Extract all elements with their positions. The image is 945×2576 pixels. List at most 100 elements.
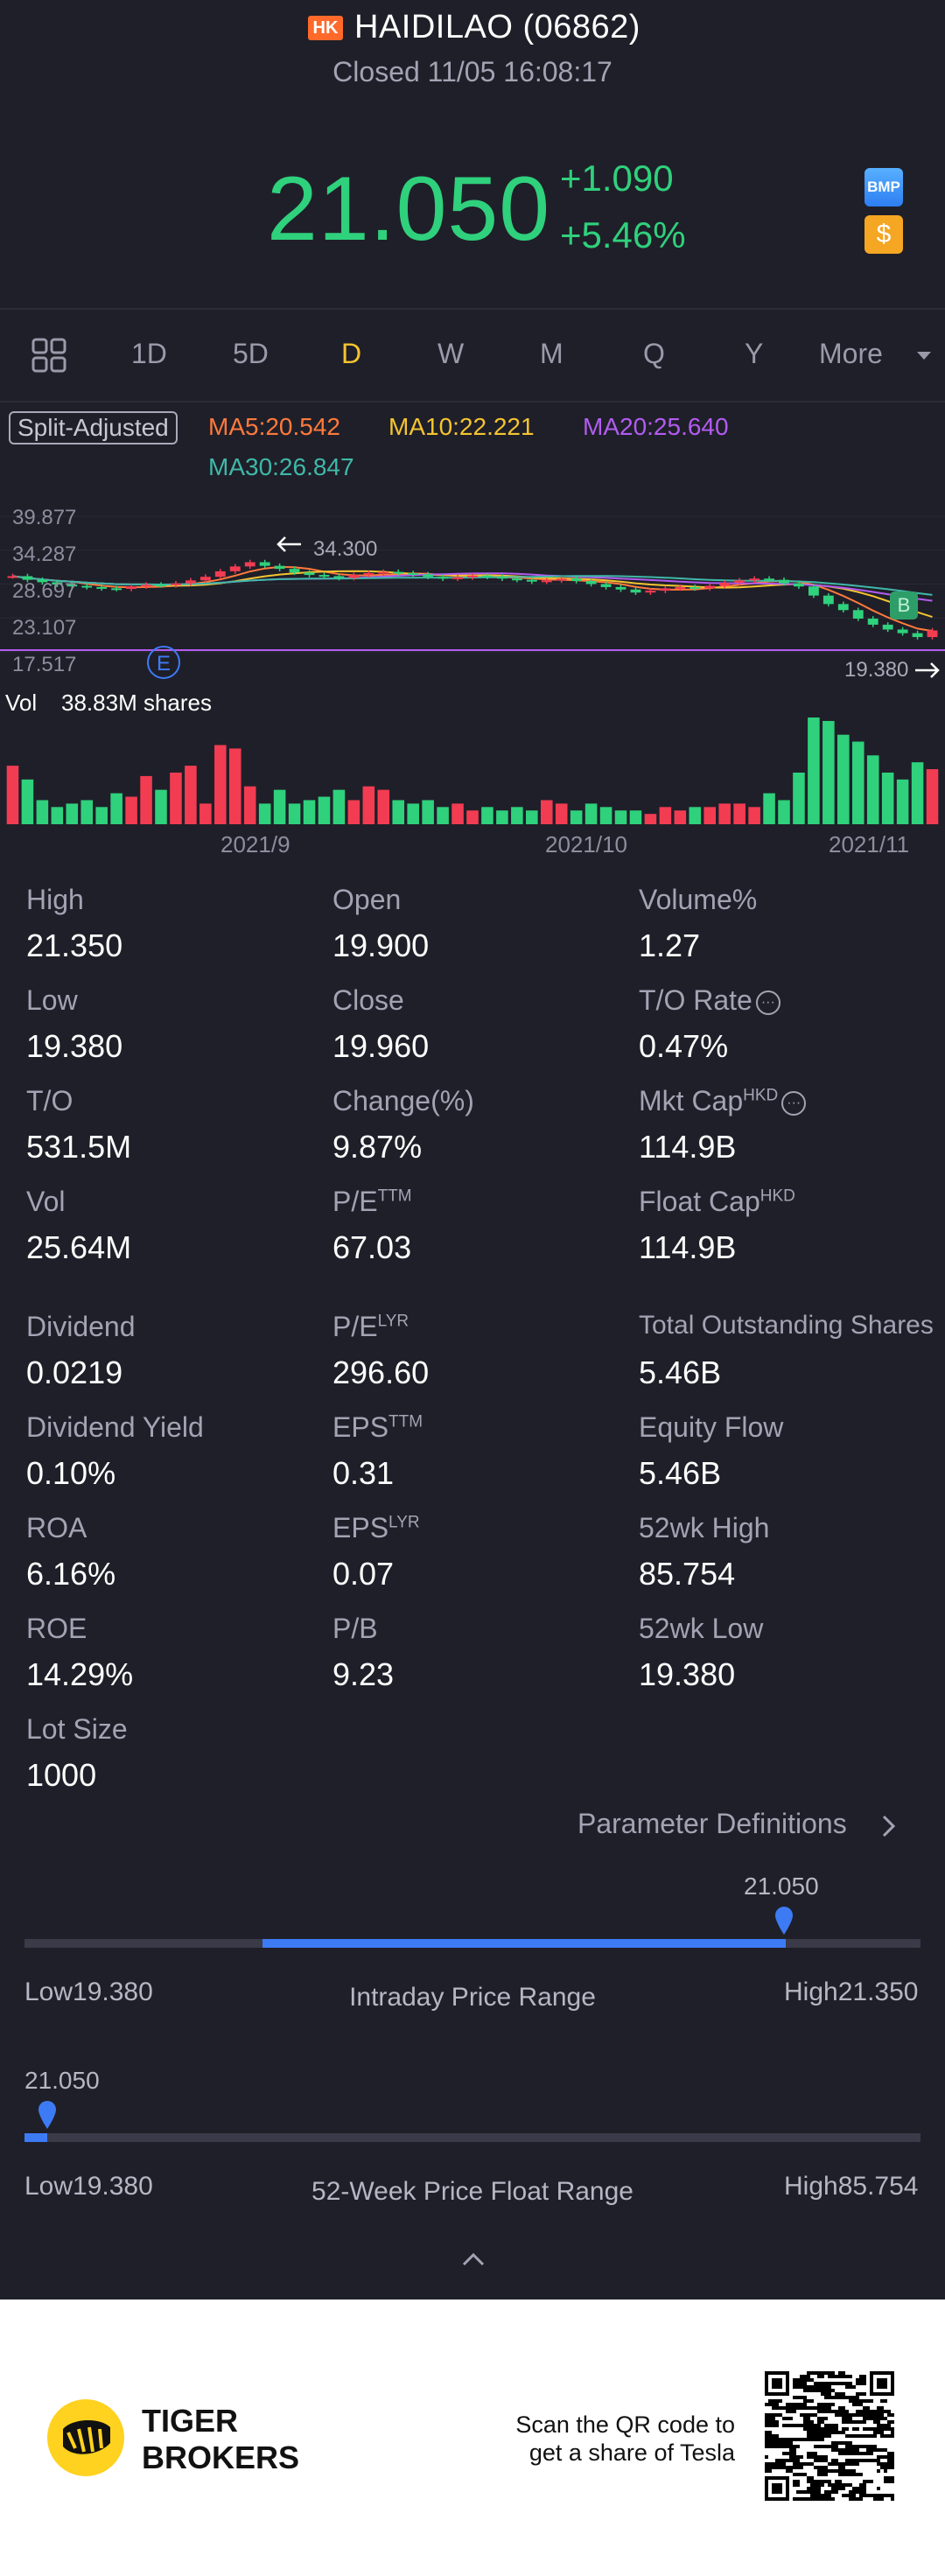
qr-module [814, 2427, 817, 2431]
dollar-coin-icon[interactable]: $ [864, 215, 903, 254]
candle-body [52, 582, 63, 585]
lyr-sup: LYR [377, 1312, 410, 1331]
tab-week[interactable]: W [438, 338, 465, 369]
qr-module [765, 2378, 768, 2382]
chevron-down-icon[interactable] [915, 350, 933, 362]
qr-module [838, 2487, 842, 2490]
qr-module [838, 2466, 842, 2469]
volume-bar [748, 807, 760, 824]
qr-module [831, 2396, 835, 2399]
qr-module [877, 2420, 880, 2424]
qr-module [814, 2371, 817, 2375]
qr-module [845, 2462, 849, 2466]
volume-bar [303, 800, 316, 824]
qr-module [810, 2483, 814, 2487]
qr-module [859, 2497, 863, 2501]
volume-bar [540, 800, 553, 824]
grid-layout-icon[interactable] [32, 338, 66, 373]
currency-sup: HKD [743, 1086, 779, 1105]
volume-bar [51, 807, 64, 824]
stat-value-52wk-low: 19.380 [639, 1656, 736, 1692]
qr-module [866, 2406, 870, 2410]
qr-module [765, 2455, 768, 2459]
qr-module [887, 2427, 891, 2431]
tab-month[interactable]: M [540, 338, 564, 369]
qr-module [863, 2399, 866, 2403]
qr-module [887, 2420, 891, 2424]
qr-module [856, 2459, 859, 2462]
stat-label-to-rate: T/O Rate ··· [639, 984, 780, 1017]
qr-module [838, 2483, 842, 2487]
tab-year[interactable]: Y [745, 338, 764, 369]
tab-quarter[interactable]: Q [643, 338, 665, 369]
qr-module [852, 2497, 856, 2501]
qr-module [775, 2438, 779, 2441]
qr-module [782, 2371, 786, 2375]
qr-module [877, 2392, 880, 2396]
info-icon[interactable]: ··· [781, 1090, 807, 1116]
volume-bar [377, 789, 390, 824]
stat-value-roe: 14.29% [26, 1656, 134, 1692]
qr-module [789, 2410, 793, 2413]
qr-module [873, 2431, 877, 2434]
chevron-up-icon[interactable] [460, 2250, 486, 2268]
stat-label-pb: P/B [332, 1613, 378, 1644]
tab-more[interactable]: More [819, 338, 883, 369]
bmp-icon[interactable]: BMP [864, 168, 903, 206]
qr-module [824, 2490, 828, 2494]
qr-module [831, 2424, 835, 2427]
qr-module [765, 2420, 768, 2424]
qr-module [793, 2459, 796, 2462]
chevron-right-icon[interactable] [880, 1813, 898, 1839]
qr-module [807, 2371, 810, 2375]
qr-module [779, 2483, 782, 2487]
qr-module [873, 2427, 877, 2431]
qr-module [880, 2406, 884, 2410]
candle-body [749, 578, 760, 581]
qr-module [831, 2487, 835, 2490]
event-e-marker[interactable]: E [147, 646, 180, 679]
candle-body [452, 577, 463, 579]
tab-1d[interactable]: 1D [131, 338, 167, 369]
qr-module [859, 2445, 863, 2448]
qr-module [863, 2382, 866, 2385]
qr-module [835, 2410, 838, 2413]
y-tick-label: 17.517 [12, 653, 77, 676]
qr-module [866, 2410, 870, 2413]
tab-5d[interactable]: 5D [233, 338, 269, 369]
candle-body [511, 578, 522, 581]
price-change: +1.090 [560, 158, 674, 199]
candle-body [438, 577, 449, 579]
high-label: High [784, 2172, 838, 2201]
stat-label-float-cap: Float CapHKD [639, 1186, 795, 1218]
qr-module [803, 2497, 807, 2501]
candle-body [585, 581, 597, 584]
info-icon[interactable]: ··· [755, 990, 780, 1015]
candle-body [171, 583, 181, 585]
qr-module [842, 2462, 845, 2466]
qr-module [852, 2473, 856, 2476]
tab-day[interactable]: D [341, 338, 362, 369]
volume-bar [125, 796, 137, 824]
candle-body [897, 629, 908, 634]
candle-body [675, 586, 686, 589]
qr-module [789, 2424, 793, 2427]
float-cap-label-text: Float Cap [639, 1186, 760, 1217]
stock-title[interactable]: HAIDILAO (06862) [354, 9, 640, 46]
qr-module [884, 2462, 887, 2466]
split-adjusted-toggle[interactable]: Split-Adjusted [9, 411, 178, 444]
qr-module [828, 2375, 831, 2378]
qr-module [873, 2371, 877, 2375]
volume-bar [808, 718, 820, 824]
last-price: 21.050 [267, 158, 551, 260]
candle-body [852, 610, 864, 619]
kline-chart[interactable] [0, 499, 945, 849]
parameter-definitions-link[interactable]: Parameter Definitions [578, 1808, 847, 1839]
qr-module [849, 2448, 852, 2452]
event-b-marker[interactable]: B [890, 592, 918, 620]
qr-module [821, 2392, 824, 2396]
qr-module [768, 2399, 772, 2403]
qr-module [887, 2476, 891, 2480]
qr-module [814, 2494, 817, 2497]
qr-module [824, 2392, 828, 2396]
